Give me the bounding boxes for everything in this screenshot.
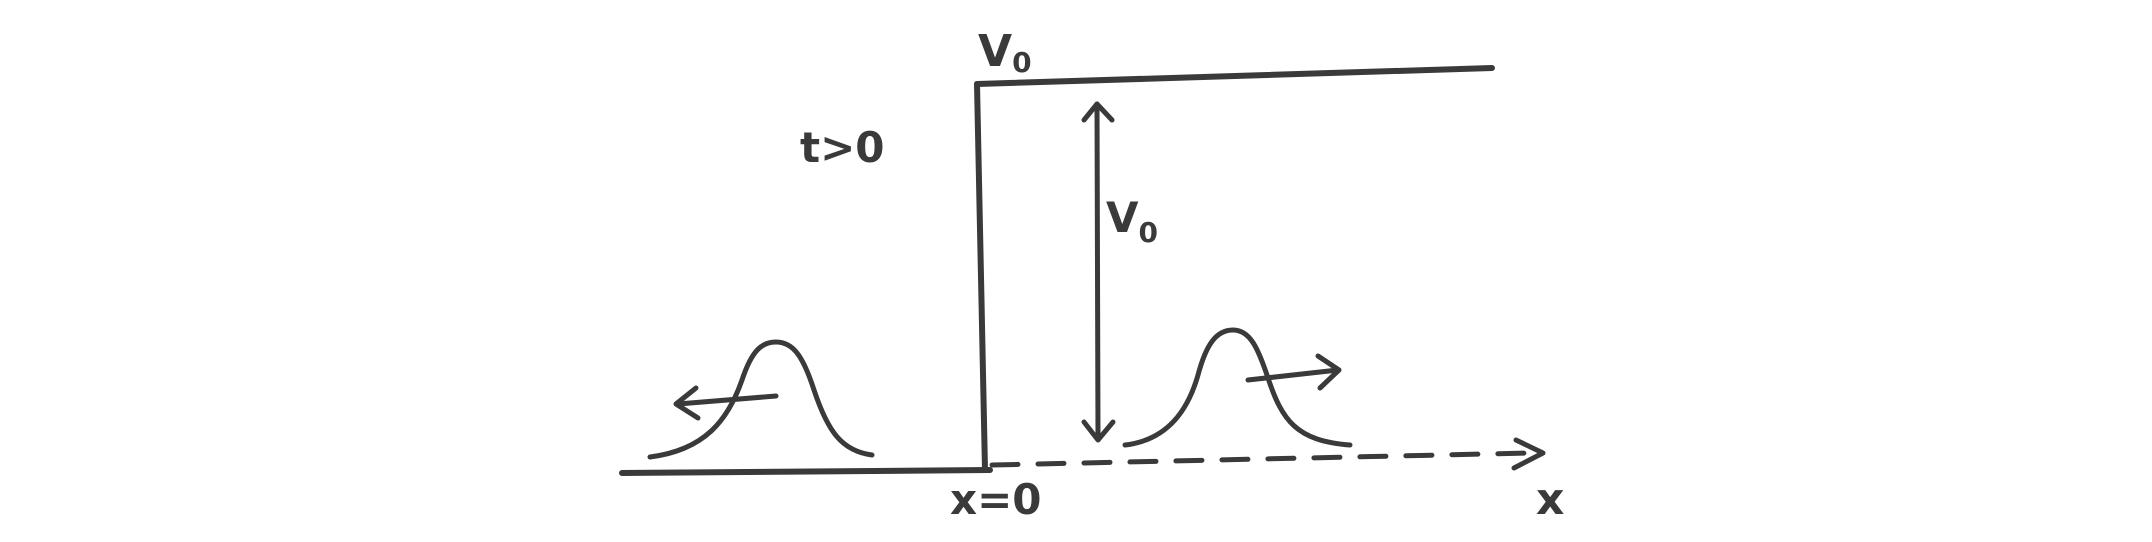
potential-floor-left [619,467,993,476]
transmitted-packet-arrowhead [1315,353,1342,391]
potential-step-wall [974,81,988,473]
step-height-label: V0 [1106,193,1158,249]
time-condition-label: t>0 [800,123,885,172]
potential-top-label: V0 [978,26,1032,79]
step-height-arrow-head-top [1081,101,1115,123]
origin-label: x=0 [950,475,1042,524]
x-axis-arrowhead [1511,437,1546,471]
reflected-packet-arrowhead [673,385,701,421]
reflected-packet-arrow-shaft [675,393,779,407]
transmitted-packet-arrow-shaft [1245,367,1341,383]
step-height-arrow-head-bottom [1081,419,1116,443]
step-height-arrow-shaft [1094,101,1101,441]
reflected-wave-packet [647,339,875,460]
x-axis-label: x [1536,474,1564,525]
x-axis-dashed-line [989,450,1533,468]
transmitted-wave-packet [1122,327,1353,448]
potential-plateau-v0 [974,65,1495,87]
